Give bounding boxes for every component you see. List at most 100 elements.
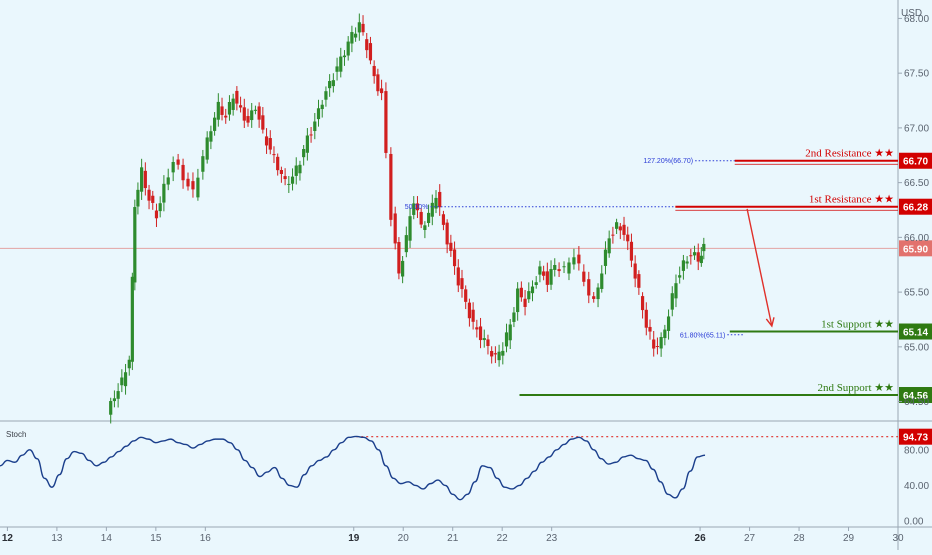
candle-body [290, 176, 295, 184]
candle-body [572, 257, 576, 265]
date-tick-label: 30 [892, 533, 904, 544]
candle-body [467, 302, 472, 319]
annotations: 2nd Resistance ★★ 66.70 1st Resistance ★★ 6… [405, 148, 932, 404]
candle-body [545, 271, 549, 285]
stoch-tick-label: 0.00 [904, 517, 924, 528]
fib-label: 127.20%(66.70) [643, 158, 693, 165]
candle-body [224, 115, 228, 118]
candle-body [130, 276, 134, 362]
candle-body [618, 226, 622, 231]
candle-body [629, 241, 634, 261]
stoch-tick-label: 80.00 [904, 445, 929, 456]
candle-body [357, 22, 361, 33]
level-badge-text: 64.56 [903, 391, 928, 402]
projection-arrow-shaft [746, 208, 773, 327]
candle-body [666, 316, 671, 331]
candle-body [324, 91, 328, 100]
candle-body [600, 273, 604, 289]
candle-body [445, 222, 449, 245]
candle-body [652, 339, 656, 349]
candle-body [143, 170, 147, 189]
candle-body [205, 137, 209, 160]
level-badge [899, 152, 932, 169]
candle-body [438, 191, 442, 208]
candle-body [176, 159, 180, 165]
candle-body [127, 359, 131, 369]
level-badge [899, 323, 932, 340]
candle-body [603, 249, 608, 266]
candle-body [264, 136, 269, 146]
candle-body [268, 138, 272, 150]
stoch-pane: 80.00 40.00 0.00 94.73 [0, 428, 932, 528]
candle-body [298, 164, 302, 174]
candle-body [678, 275, 682, 278]
candle-body [372, 65, 376, 77]
candle-body [471, 309, 475, 322]
candle-body [257, 106, 261, 120]
candle-body [158, 203, 162, 212]
candle-body [482, 338, 486, 341]
candles [109, 13, 706, 424]
candle-body [702, 243, 706, 252]
candle-body [637, 274, 641, 288]
candle-body [626, 234, 630, 242]
candle-body [116, 391, 120, 399]
candle-body [379, 88, 384, 94]
candle-body [287, 183, 291, 185]
candle-body [640, 296, 645, 311]
level-badge [899, 387, 932, 404]
candle-body [384, 91, 388, 153]
candle-body [342, 55, 347, 58]
candle-body [412, 203, 416, 215]
price-tick-label: 65.00 [904, 342, 929, 353]
candle-body [460, 278, 464, 290]
candle-body [261, 115, 265, 130]
candle-body [196, 177, 200, 198]
date-tick-label: 13 [51, 533, 63, 544]
candle-body [512, 312, 516, 322]
candle-body [397, 241, 401, 274]
date-tick-label: 29 [843, 533, 855, 544]
candle-body [648, 326, 652, 332]
candle-body [201, 156, 205, 172]
candle-body [674, 283, 678, 299]
price-tick-label: 66.50 [904, 178, 929, 189]
candle-body [430, 202, 434, 217]
candle-body [699, 255, 703, 264]
candle-body [486, 339, 490, 347]
current-price-badge [899, 240, 932, 257]
date-tick-label: 19 [348, 533, 360, 544]
candle-body [501, 350, 505, 356]
candle-body [320, 104, 324, 110]
candle-body [542, 271, 546, 276]
candle-body [456, 267, 460, 286]
candle-body [562, 266, 566, 268]
price-tick-label: 67.50 [904, 69, 929, 80]
candle-body [534, 282, 538, 285]
candle-body [112, 398, 117, 402]
date-tick-label: 15 [150, 533, 162, 544]
candle-body [452, 249, 457, 267]
candle-body [423, 225, 427, 230]
date-tick-label: 26 [695, 533, 707, 544]
candle-body [120, 377, 124, 386]
fib-label: 61.80%(65.11) [680, 332, 725, 339]
candle-body [316, 108, 321, 120]
candle-body [441, 214, 446, 225]
candle-body [302, 149, 306, 158]
candle-body [133, 207, 137, 283]
price-tick-label: 67.00 [904, 123, 929, 134]
candle-body [408, 216, 412, 241]
candle-body [696, 252, 700, 262]
candle-body [426, 212, 431, 224]
candle-body [655, 346, 660, 348]
date-tick-label: 20 [398, 533, 410, 544]
date-tick-label: 14 [101, 533, 113, 544]
candle-body [497, 351, 501, 361]
stoch-overbought-badge [899, 428, 932, 445]
candle-body [346, 41, 350, 56]
price-tick-label: 68.00 [904, 14, 929, 25]
candle-body [538, 266, 542, 275]
